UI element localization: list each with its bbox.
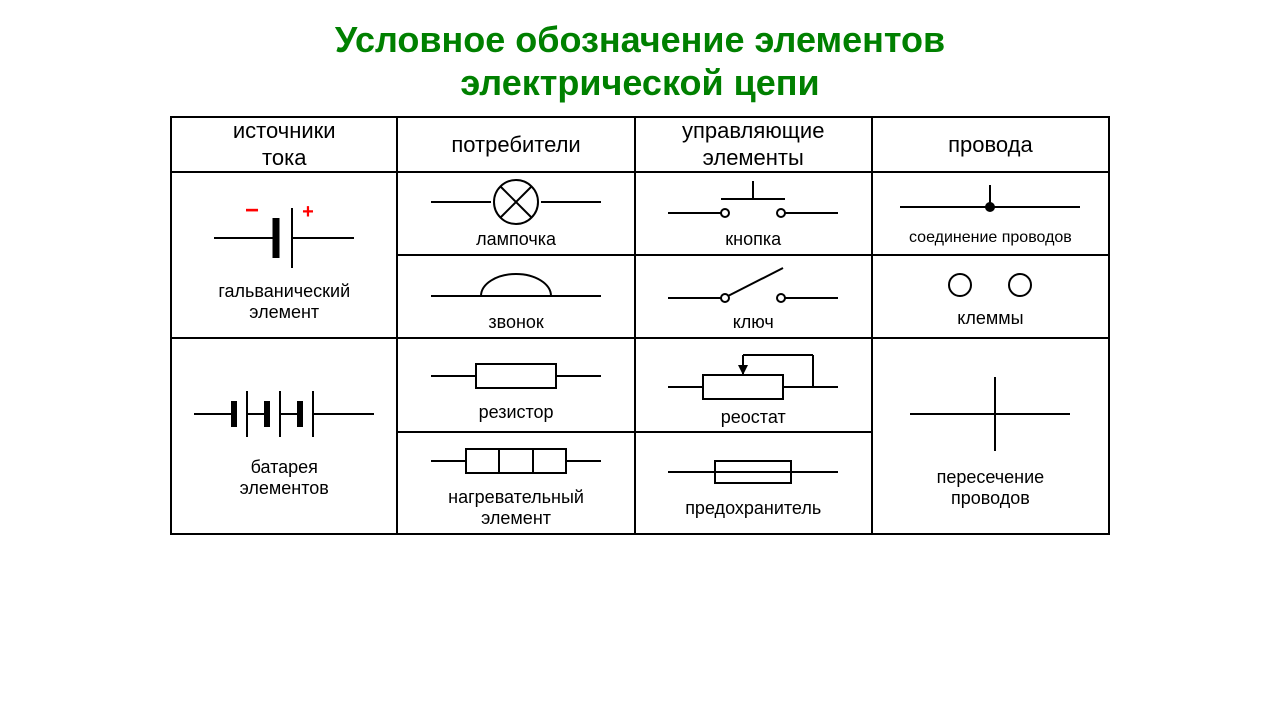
- svg-text:−: −: [245, 197, 259, 224]
- page-title: Условное обозначение элементов электриче…: [335, 18, 945, 104]
- fuse-icon: [643, 444, 863, 500]
- title-line1: Условное обозначение элементов: [335, 19, 945, 60]
- cell-lamp: лампочка: [397, 172, 634, 255]
- cell-fuse: предохранитель: [635, 432, 872, 533]
- header-consumers: потребители: [397, 117, 634, 172]
- header-controls: управляющие элементы: [635, 117, 872, 172]
- cell-junction: соединение проводов: [872, 172, 1109, 255]
- button-icon: [643, 173, 863, 231]
- cell-switch: ключ: [635, 255, 872, 338]
- cell-bell: звонок: [397, 255, 634, 338]
- battery-icon: [179, 369, 389, 459]
- junction-icon: [880, 175, 1100, 231]
- header-row: источники тока потребители управляющие э…: [171, 117, 1109, 172]
- galvanic-icon: − +: [184, 183, 384, 283]
- symbols-table: источники тока потребители управляющие э…: [170, 116, 1110, 534]
- header-sources: источники тока: [171, 117, 397, 172]
- crossing-icon: [880, 359, 1100, 469]
- cell-rheostat: реостат: [635, 338, 872, 433]
- lamp-icon: [406, 173, 626, 231]
- cell-button: кнопка: [635, 172, 872, 255]
- switch-icon: [643, 256, 863, 314]
- heater-icon: [406, 433, 626, 489]
- cell-crossing: пересечение проводов: [872, 338, 1109, 534]
- cell-terminals: клеммы: [872, 255, 1109, 338]
- rheostat-icon: [643, 339, 863, 409]
- bell-icon: [406, 256, 626, 314]
- cell-battery: батарея элементов: [171, 338, 397, 534]
- resistor-icon: [406, 344, 626, 404]
- terminals-icon: [880, 260, 1100, 310]
- svg-text:+: +: [302, 201, 314, 223]
- title-line2: электрической цепи: [460, 62, 819, 103]
- header-wires: провода: [872, 117, 1109, 172]
- cell-heater: нагревательный элемент: [397, 432, 634, 533]
- cell-galvanic: − + гальванический элемент: [171, 172, 397, 337]
- cell-resistor: резистор: [397, 338, 634, 433]
